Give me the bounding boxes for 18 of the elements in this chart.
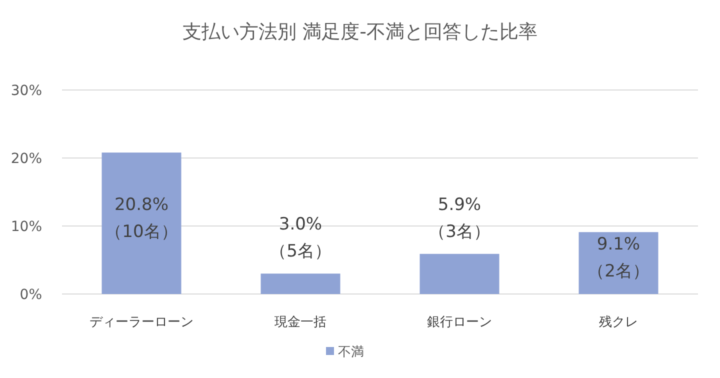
y-tick-label: 10%	[10, 219, 42, 235]
data-label: 9.1% （2名）	[588, 234, 650, 282]
y-tick-label: 0%	[20, 287, 42, 303]
bar	[578, 232, 658, 294]
y-tick-label: 20%	[10, 151, 42, 167]
bar	[102, 152, 182, 294]
x-tick-label: ディーラーローン	[90, 315, 194, 330]
bar	[260, 274, 340, 294]
bar	[420, 254, 500, 294]
data-label: 5.9% （3名）	[428, 194, 490, 242]
chart-title: 支払い方法別 満足度-不満と回答した比率	[182, 21, 538, 43]
x-tick-label: 残クレ	[599, 315, 638, 330]
data-label: 3.0% （5名）	[270, 214, 332, 262]
data-label: 20.8% （10名）	[105, 194, 178, 242]
y-tick-label: 30%	[10, 83, 42, 99]
x-tick-label: 現金一括	[274, 315, 326, 330]
x-tick-label: 銀行ローン	[427, 315, 492, 330]
legend-label: 不満	[338, 345, 364, 360]
